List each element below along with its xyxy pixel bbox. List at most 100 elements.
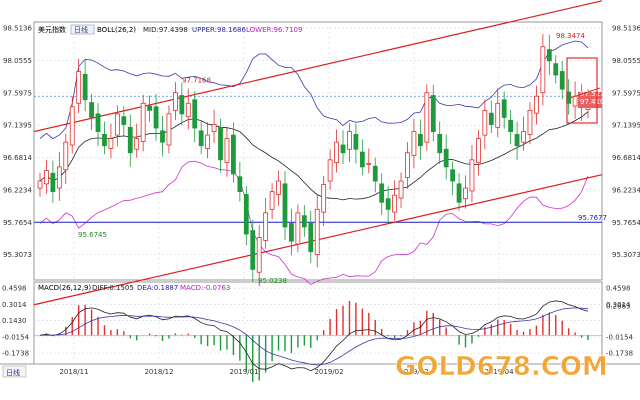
- candle-body: [572, 95, 578, 107]
- candle-body: [476, 138, 481, 164]
- candle-body: [282, 183, 288, 228]
- price-annotation: 98.3474: [556, 32, 585, 40]
- price-panel-frame: [33, 21, 603, 281]
- time-tick-label: 2019/01: [229, 368, 258, 376]
- candle-body: [76, 71, 82, 104]
- candle-body: [269, 191, 275, 210]
- candle-body: [134, 138, 140, 150]
- boll-upper-line: [39, 40, 589, 140]
- time-tick-label: 2019/04: [484, 368, 514, 376]
- candle-body: [469, 159, 475, 192]
- candle-body: [192, 99, 198, 129]
- price-annotations: 97.7168 98.3474 95.6745 95.0238 95.7677 97.52…: [78, 32, 609, 285]
- candle-body: [102, 133, 107, 147]
- macd-tick-label-right: -0.0154: [606, 333, 634, 341]
- candle-body: [430, 95, 436, 132]
- price-tick-label: 95.3073: [3, 251, 32, 259]
- candle-body: [108, 138, 114, 149]
- candle-body: [218, 126, 223, 161]
- price-tick-label-right: 98.5136: [612, 25, 640, 33]
- candle-body: [508, 119, 514, 132]
- price-annotation: 95.0238: [258, 277, 287, 285]
- period-button-label[interactable]: 日线: [6, 368, 20, 377]
- candle-body: [514, 133, 520, 147]
- macd-value: MACD:-0.0763: [180, 284, 230, 292]
- candle-body: [250, 230, 256, 270]
- candle-body: [411, 131, 417, 156]
- candle-body: [559, 71, 565, 90]
- candle-body: [534, 95, 539, 114]
- candle-body: [321, 184, 327, 213]
- candle-body: [379, 183, 385, 203]
- macd-tick-label: -0.0154: [2, 333, 30, 341]
- candle-body: [44, 170, 49, 185]
- candle-body: [50, 172, 56, 193]
- candle-body: [37, 180, 43, 189]
- price-annotation: 97.5275: [580, 90, 609, 98]
- candle-body: [185, 102, 191, 118]
- candle-body: [256, 237, 262, 273]
- price-tick-label: 95.7654: [3, 219, 32, 227]
- axis-labels: 98.5136 98.0555 97.5975 97.1395 96.6814 96.22…: [2, 25, 640, 376]
- period-button-box[interactable]: [2, 365, 27, 378]
- boll-lower: LOWER:96.7109: [246, 26, 302, 34]
- candle-body: [527, 109, 533, 135]
- period-tag[interactable]: 日线: [74, 25, 88, 34]
- candle-body: [495, 102, 501, 128]
- price-annotation: 97.7168: [182, 76, 211, 84]
- candle-body: [353, 133, 359, 150]
- price-annotation: 97.4107: [580, 98, 609, 106]
- candle-body: [456, 183, 462, 203]
- price-tick-label-right: 96.2234: [612, 186, 640, 194]
- price-marker-box: [578, 100, 602, 109]
- price-tick-label-right: 96.6814: [612, 154, 640, 162]
- candle-body: [501, 99, 507, 118]
- candle-body: [521, 131, 526, 143]
- candle-body: [237, 176, 243, 193]
- time-tick-label: 2019/02: [314, 368, 343, 376]
- macd-dea-line: [39, 307, 589, 366]
- candle-body: [82, 73, 88, 101]
- candle-body: [392, 194, 397, 213]
- candle-body: [121, 116, 127, 125]
- candle-body: [366, 162, 372, 165]
- price-annotation: 95.6745: [78, 231, 107, 239]
- time-tick-label: 2018/12: [144, 368, 173, 376]
- price-marker-box: [578, 91, 602, 100]
- candle-body: [289, 223, 294, 242]
- candle-body: [443, 148, 449, 168]
- candle-body: [334, 141, 339, 164]
- candle-body: [211, 124, 217, 132]
- macd-tick-label-right: -0.1738: [606, 350, 633, 358]
- candle-body: [540, 46, 546, 94]
- candle-body: [463, 187, 468, 200]
- candle-body: [63, 141, 69, 171]
- candle-body: [205, 134, 211, 149]
- macd-label: MACD(26,12,9): [38, 284, 91, 292]
- candle-body: [179, 95, 185, 115]
- candle-body: [359, 151, 365, 168]
- candle-body: [166, 113, 172, 146]
- candle-body: [56, 166, 62, 189]
- candle-body: [147, 105, 152, 111]
- boll-lower-line: [39, 160, 589, 285]
- candle-body: [424, 92, 430, 143]
- candle-body: [198, 130, 204, 147]
- candle-body: [114, 113, 120, 136]
- period-tag-box[interactable]: [70, 24, 95, 35]
- candle-body: [385, 198, 391, 210]
- price-tick-label: 97.5975: [3, 89, 32, 97]
- price-tick-label-right: 95.7654: [612, 219, 640, 227]
- candle-body: [153, 106, 159, 129]
- candle-body: [347, 131, 352, 150]
- symbol-label: 美元指数: [38, 25, 66, 34]
- macd-tick-label-right: 0.4598: [606, 285, 631, 293]
- candle-body: [276, 180, 281, 195]
- time-tick-label: 2018/11: [59, 368, 88, 376]
- macd-tick-label-right: 0.2863: [606, 302, 631, 310]
- candle-body: [488, 112, 494, 125]
- price-tick-label: 97.1395: [3, 122, 32, 130]
- period-button[interactable]: 日线: [2, 365, 27, 378]
- price-tick-label-right: 95.3073: [612, 251, 640, 259]
- candle-body: [127, 126, 133, 154]
